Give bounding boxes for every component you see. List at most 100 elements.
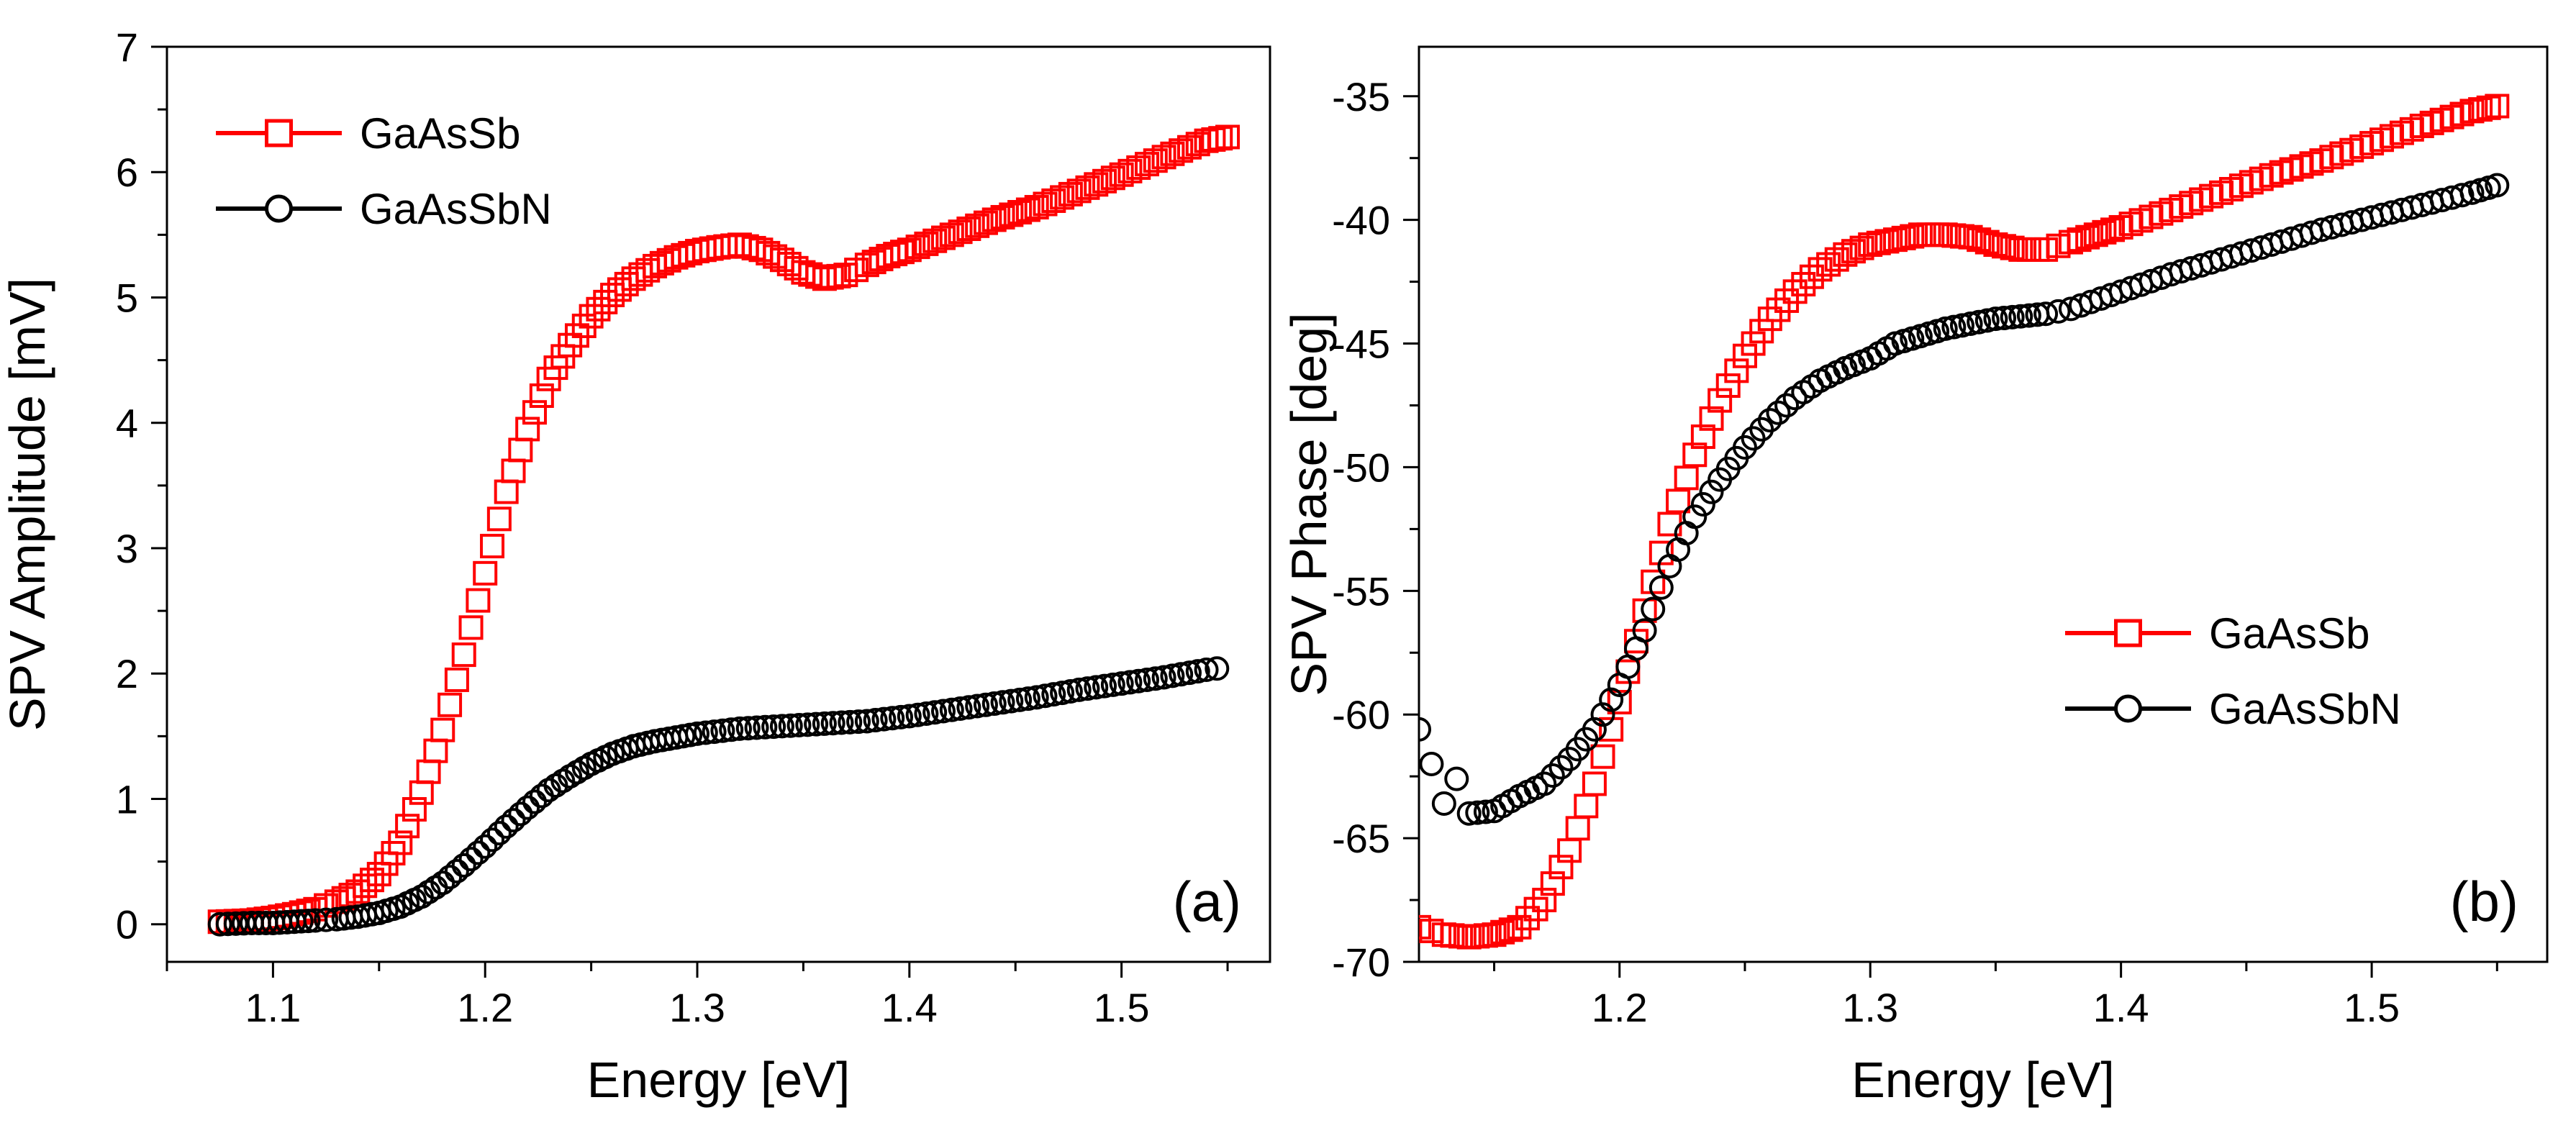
- data-point: [1075, 175, 1100, 200]
- data-point: [871, 706, 897, 732]
- panel-b: 1.2 1.3 1.4 1.5 -70 -65 -60 -55 -50 -45 -40 -35 Ener…: [1281, 45, 2549, 1108]
- data-point: [1473, 799, 1498, 824]
- data-point: [1482, 922, 1507, 947]
- data-point: [2092, 219, 2117, 245]
- data-point: [914, 701, 939, 726]
- data-point: [1599, 687, 1624, 712]
- data-point: [2008, 304, 2033, 329]
- data-point: [1974, 229, 2000, 255]
- data-point: [812, 711, 837, 736]
- data-point: [2449, 183, 2475, 208]
- data-point: [1100, 672, 1125, 697]
- data-point: [2083, 222, 2108, 247]
- data-point: [744, 715, 769, 740]
- data-point: [1699, 406, 1724, 431]
- data-point: [207, 911, 232, 937]
- data-point: [423, 738, 448, 763]
- x-tick-label: 1.1: [245, 985, 301, 1030]
- data-point: [1900, 224, 1925, 249]
- data-point: [416, 759, 441, 784]
- data-point: [1565, 816, 1590, 841]
- plot-frame: [1418, 45, 2549, 963]
- data-point: [846, 709, 871, 735]
- data-point: [1041, 682, 1066, 707]
- plot-frame: [165, 45, 1271, 963]
- data-point: [948, 696, 973, 722]
- x-axis-title: Energy [eV]: [587, 1052, 851, 1108]
- data-point: [1641, 596, 1666, 622]
- data-point: [2025, 237, 2050, 262]
- panel-a: 1.1 1.2 1.3 1.4 1.5 0 1 2 3 4 5 6 7 Energy [eV] SPV Am…: [0, 24, 1271, 1108]
- data-point: [1185, 659, 1210, 684]
- y-tick-label: -55: [1332, 568, 1390, 614]
- data-point: [956, 695, 981, 720]
- data-point: [1540, 871, 1565, 896]
- x-tick-label: 1.3: [1842, 985, 1898, 1030]
- data-point: [1699, 479, 1724, 504]
- data-point: [1941, 314, 1967, 340]
- data-point: [804, 711, 829, 737]
- data-point: [586, 296, 611, 322]
- data-point: [990, 690, 1015, 715]
- data-point: [395, 814, 420, 839]
- data-point: [515, 417, 540, 442]
- data-point: [930, 699, 956, 724]
- data-point: [1440, 923, 1465, 948]
- series-gaassbn: [207, 656, 1230, 937]
- data-point: [838, 709, 863, 735]
- data-point: [720, 233, 745, 258]
- data-point: [1033, 191, 1058, 217]
- data-point: [1883, 227, 1908, 253]
- data-point: [522, 789, 547, 814]
- data-point: [829, 710, 854, 735]
- data-point: [1657, 553, 1682, 578]
- data-point: [1858, 232, 1883, 258]
- data-point: [1515, 906, 1540, 931]
- data-point: [769, 247, 794, 273]
- data-point: [1465, 924, 1490, 949]
- data-point: [922, 228, 948, 253]
- data-point: [1666, 488, 1691, 514]
- x-tick-label: 1.5: [2344, 985, 2400, 1030]
- data-point: [1791, 272, 1816, 297]
- x-tick-label: 1.2: [457, 985, 513, 1030]
- data-point: [1419, 914, 1431, 940]
- data-point: [1958, 312, 1983, 337]
- data-point: [1117, 670, 1143, 695]
- data-point: [437, 692, 463, 717]
- data-point: [473, 834, 498, 859]
- data-point: [1523, 896, 1548, 922]
- data-point: [973, 692, 998, 717]
- data-point: [458, 847, 484, 872]
- data-point: [1833, 242, 1858, 267]
- data-point: [1532, 888, 1557, 913]
- data-point: [939, 697, 964, 722]
- data-point: [494, 479, 519, 504]
- data-point: [999, 688, 1024, 714]
- series-gaassb: [207, 124, 1241, 935]
- legend-label: GaAsSbN: [360, 185, 552, 233]
- data-point: [1126, 155, 1151, 180]
- data-point: [388, 830, 413, 855]
- data-point: [1143, 666, 1168, 691]
- data-point: [1176, 660, 1202, 686]
- data-point: [922, 700, 948, 725]
- data-point: [2100, 217, 2126, 242]
- data-point: [1066, 677, 1092, 702]
- legend-marker-circle: [265, 194, 293, 223]
- data-point: [1674, 521, 1699, 546]
- data-point: [1007, 200, 1033, 225]
- data-point: [522, 400, 547, 425]
- data-point: [1992, 306, 2017, 331]
- data-point: [508, 801, 533, 827]
- data-point: [402, 797, 427, 822]
- x-tick-label: 1.3: [669, 985, 725, 1030]
- data-point: [1058, 181, 1083, 206]
- data-point: [1490, 919, 1515, 945]
- data-point: [1590, 744, 1615, 769]
- data-point: [1707, 388, 1733, 413]
- data-point: [314, 907, 339, 932]
- data-point: [1456, 801, 1482, 826]
- legend-marker-square: [2114, 619, 2142, 647]
